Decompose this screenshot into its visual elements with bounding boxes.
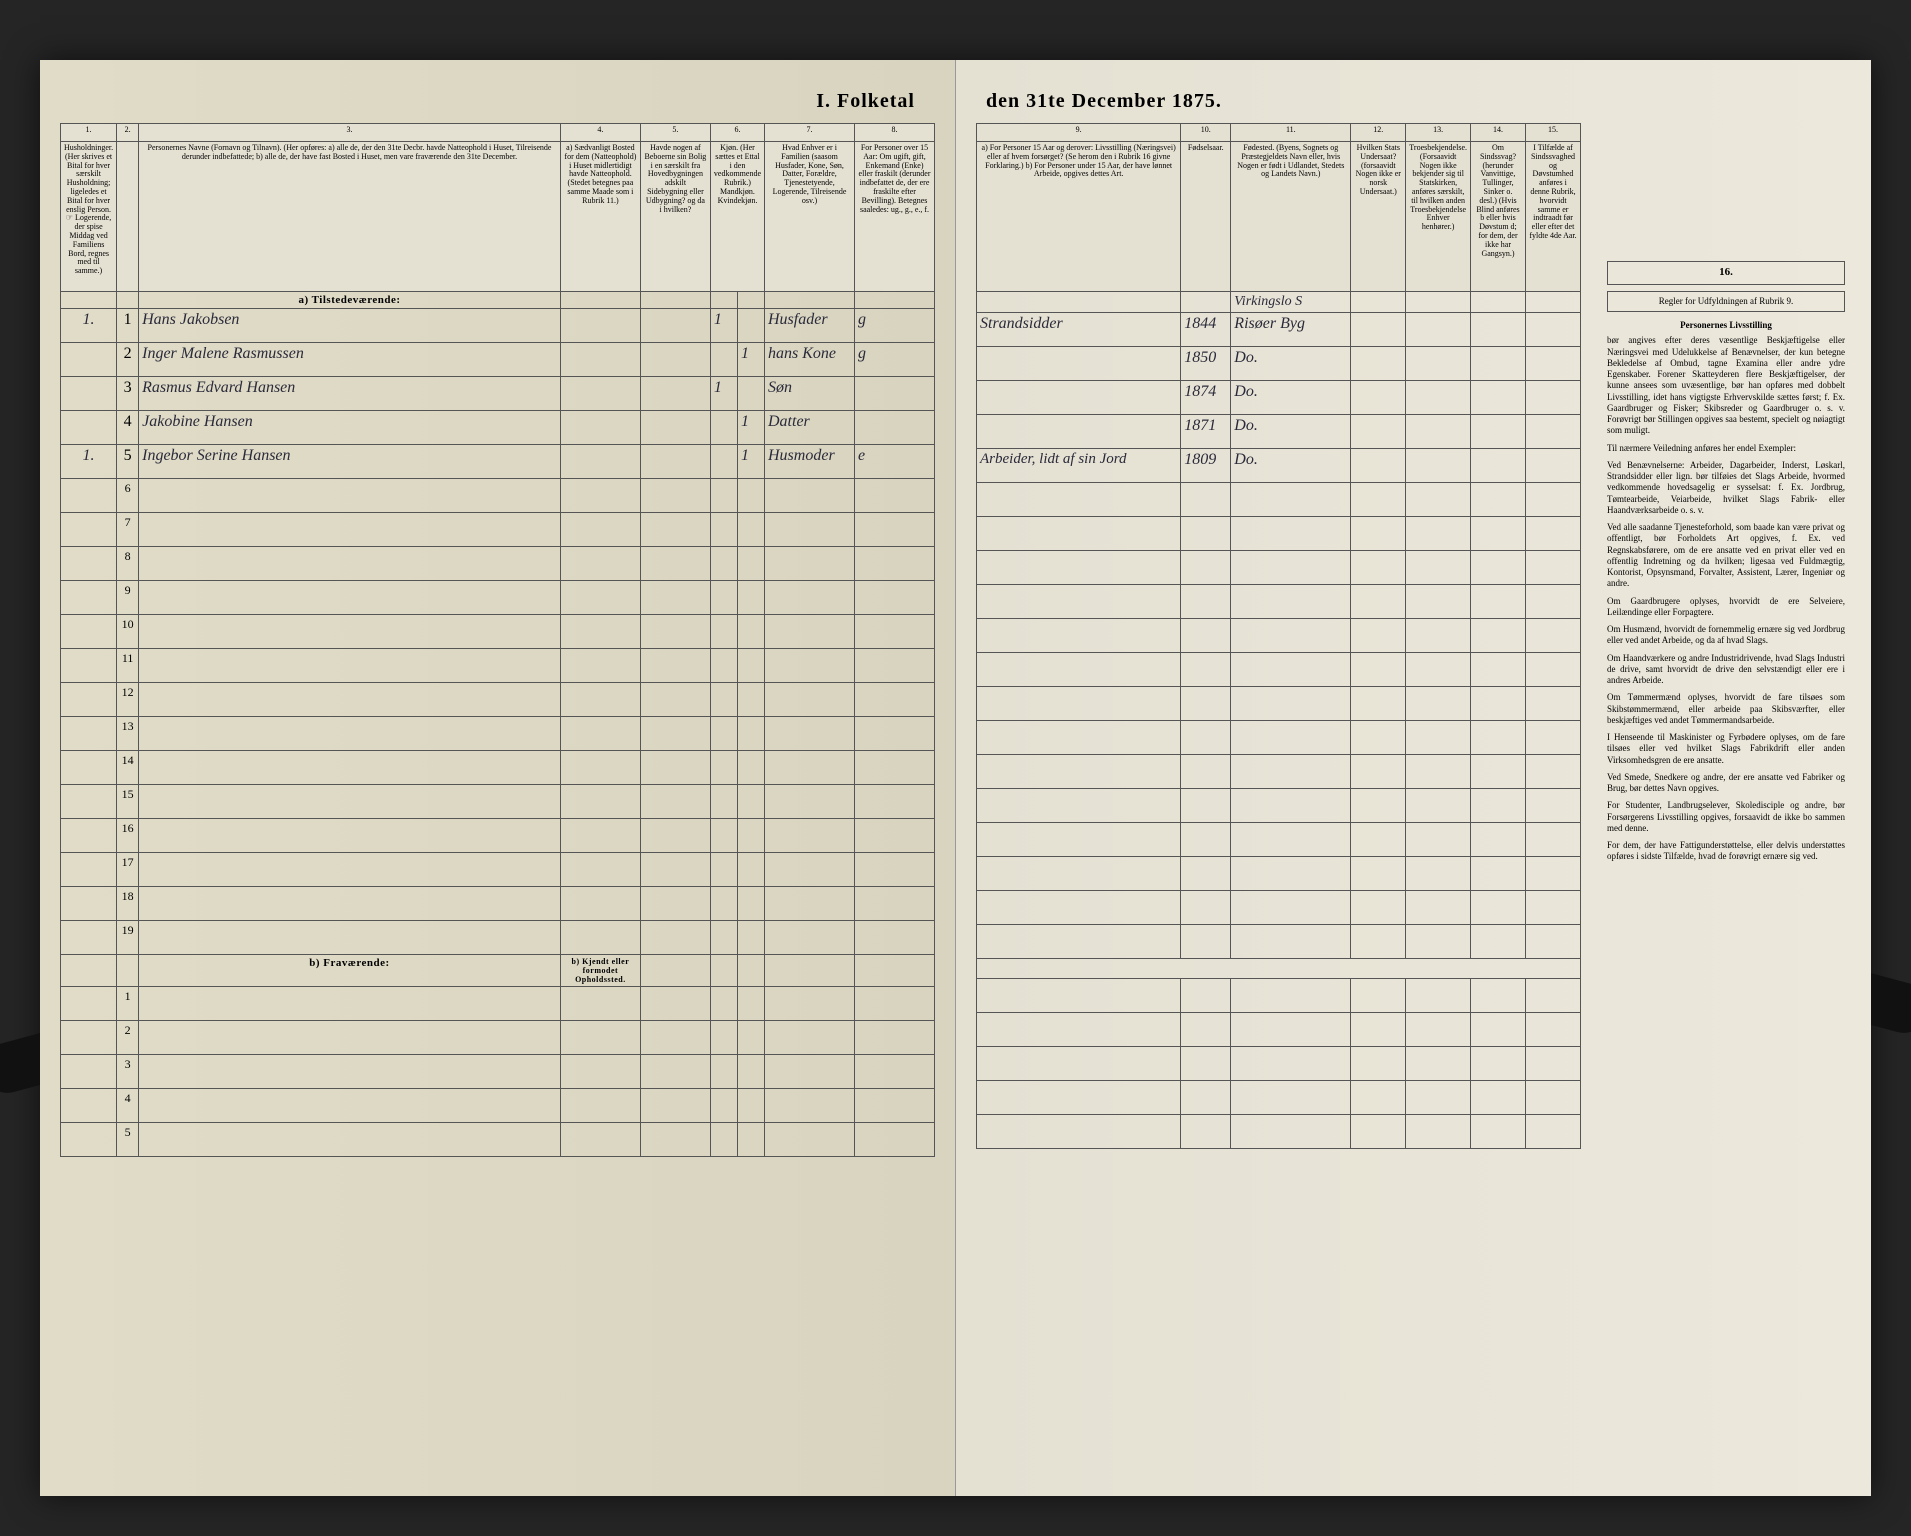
table-row: Strandsidder 1844 Risøer Byg bbox=[977, 313, 1581, 347]
col-num-3: 3. bbox=[139, 124, 561, 142]
col-num-16: 16. bbox=[1607, 261, 1845, 285]
table-row: 1850 Do. bbox=[977, 347, 1581, 381]
table-row: 2 Inger Malene Rasmussen 1 hans Kone g bbox=[61, 343, 935, 377]
instructions-column: 16. Regler for Udfyldningen af Rubrik 9.… bbox=[1601, 255, 1851, 875]
instruction-para: Om Haandværkere og andre Industridrivend… bbox=[1607, 653, 1845, 687]
col-head-5: Havde nogen af Beboerne sin Bolig i en s… bbox=[640, 142, 710, 292]
col-num-13: 13. bbox=[1406, 124, 1471, 142]
instruction-para: For Studenter, Landbrugselever, Skoledis… bbox=[1607, 800, 1845, 834]
section-present: a) Tilstedeværende: bbox=[139, 292, 561, 309]
census-table-right: 9. 10. 11. 12. 13. 14. 15. a) For Person… bbox=[976, 123, 1581, 1149]
table-row: Arbeider, lidt af sin Jord 1809 Do. bbox=[977, 449, 1581, 483]
table-row: 1871 Do. bbox=[977, 415, 1581, 449]
instruction-para: I Henseende til Maskinister og Fyrbødere… bbox=[1607, 732, 1845, 766]
table-row: 1. 5 Ingebor Serine Hansen 1 Husmoder e bbox=[61, 445, 935, 479]
col-head-13: Troesbekjendelse. (Forsaavidt Nogen ikke… bbox=[1406, 142, 1471, 292]
col-num-9: 9. bbox=[977, 124, 1181, 142]
instruction-para: For dem, der have Fattigunderstøttelse, … bbox=[1607, 840, 1845, 863]
person-name: Inger Malene Rasmussen bbox=[139, 343, 561, 377]
instruction-para: Til nærmere Veiledning anføres her endel… bbox=[1607, 443, 1845, 454]
col-head-10: Fødselsaar. bbox=[1181, 142, 1231, 292]
page-title-left: I. Folketal bbox=[60, 90, 935, 113]
col-head-9: a) For Personer 15 Aar og derover: Livss… bbox=[977, 142, 1181, 292]
col-head-11: Fødested. (Byens, Sognets og Præstegjeld… bbox=[1231, 142, 1351, 292]
col-head-3: Personernes Navne (Fornavn og Tilnavn). … bbox=[139, 142, 561, 292]
page-right: den 31te December 1875. 9. 10. 11. 12. 1… bbox=[956, 60, 1871, 1496]
col-num-1: 1. bbox=[61, 124, 117, 142]
col-head-4: a) Sædvanligt Bosted for dem (Natteophol… bbox=[560, 142, 640, 292]
instruction-para: Ved Benævnelserne: Arbeider, Dagarbeider… bbox=[1607, 460, 1845, 516]
col-num-2: 2. bbox=[117, 124, 139, 142]
col-num-11: 11. bbox=[1231, 124, 1351, 142]
person-name: Rasmus Edvard Hansen bbox=[139, 377, 561, 411]
col-head-6: Kjøn. (Her sættes et Ettal i den vedkomm… bbox=[710, 142, 764, 292]
instruction-para: Ved alle saadanne Tjenesteforhold, som b… bbox=[1607, 522, 1845, 590]
col-num-14: 14. bbox=[1471, 124, 1526, 142]
page-left: I. Folketal 1. 2. 3. 4. 5. 6. 7. 8. Hush… bbox=[40, 60, 956, 1496]
col-num-5: 5. bbox=[640, 124, 710, 142]
col-head-16: Regler for Udfyldningen af Rubrik 9. bbox=[1607, 291, 1845, 312]
col-num-7: 7. bbox=[765, 124, 855, 142]
col-num-8: 8. bbox=[855, 124, 935, 142]
col-head-14: Om Sindssvag? (herunder Vanvittige, Tull… bbox=[1471, 142, 1526, 292]
col-num-4: 4. bbox=[560, 124, 640, 142]
instruction-para: Om Tømmermænd oplyses, hvorvidt de fare … bbox=[1607, 692, 1845, 726]
person-name: Hans Jakobsen bbox=[139, 309, 561, 343]
table-row: 1874 Do. bbox=[977, 381, 1581, 415]
col-head-8: For Personer over 15 Aar: Om ugift, gift… bbox=[855, 142, 935, 292]
person-name: Jakobine Hansen bbox=[139, 411, 561, 445]
person-name: Ingebor Serine Hansen bbox=[139, 445, 561, 479]
col-head-15: I Tilfælde af Sindssvaghed og Døvstumhed… bbox=[1526, 142, 1581, 292]
instruction-para: bør angives efter deres væsentlige Beskj… bbox=[1607, 335, 1845, 436]
scanner-frame: I. Folketal 1. 2. 3. 4. 5. 6. 7. 8. Hush… bbox=[0, 0, 1911, 1536]
col-num-6: 6. bbox=[710, 124, 764, 142]
col-num-15: 15. bbox=[1526, 124, 1581, 142]
col-head-7: Hvad Enhver er i Familien (saasom Husfad… bbox=[765, 142, 855, 292]
instruction-para: Om Husmænd, hvorvidt de fornemmelig ernæ… bbox=[1607, 624, 1845, 647]
table-row: 4 Jakobine Hansen 1 Datter bbox=[61, 411, 935, 445]
book-spread: I. Folketal 1. 2. 3. 4. 5. 6. 7. 8. Hush… bbox=[40, 60, 1871, 1496]
col-num-10: 10. bbox=[1181, 124, 1231, 142]
table-row: 3 Rasmus Edvard Hansen 1 Søn bbox=[61, 377, 935, 411]
col-head-2 bbox=[117, 142, 139, 292]
census-table-left: 1. 2. 3. 4. 5. 6. 7. 8. Husholdninger. (… bbox=[60, 123, 935, 1157]
col-head-1: Husholdninger. (Her skrives et Bital for… bbox=[61, 142, 117, 292]
instruction-para: Om Gaardbrugere oplyses, hvorvidt de ere… bbox=[1607, 596, 1845, 619]
col-head-12: Hvilken Stats Undersaat? (forsaavidt Nog… bbox=[1351, 142, 1406, 292]
page-title-right: den 31te December 1875. bbox=[976, 90, 1851, 113]
table-row: 1. 1 Hans Jakobsen 1 Husfader g bbox=[61, 309, 935, 343]
section-absent: b) Fraværende: bbox=[139, 955, 561, 987]
instruction-para: Ved Smede, Snedkere og andre, der ere an… bbox=[1607, 772, 1845, 795]
col-num-12: 12. bbox=[1351, 124, 1406, 142]
instructions-heading: Personernes Livsstilling bbox=[1607, 320, 1845, 331]
